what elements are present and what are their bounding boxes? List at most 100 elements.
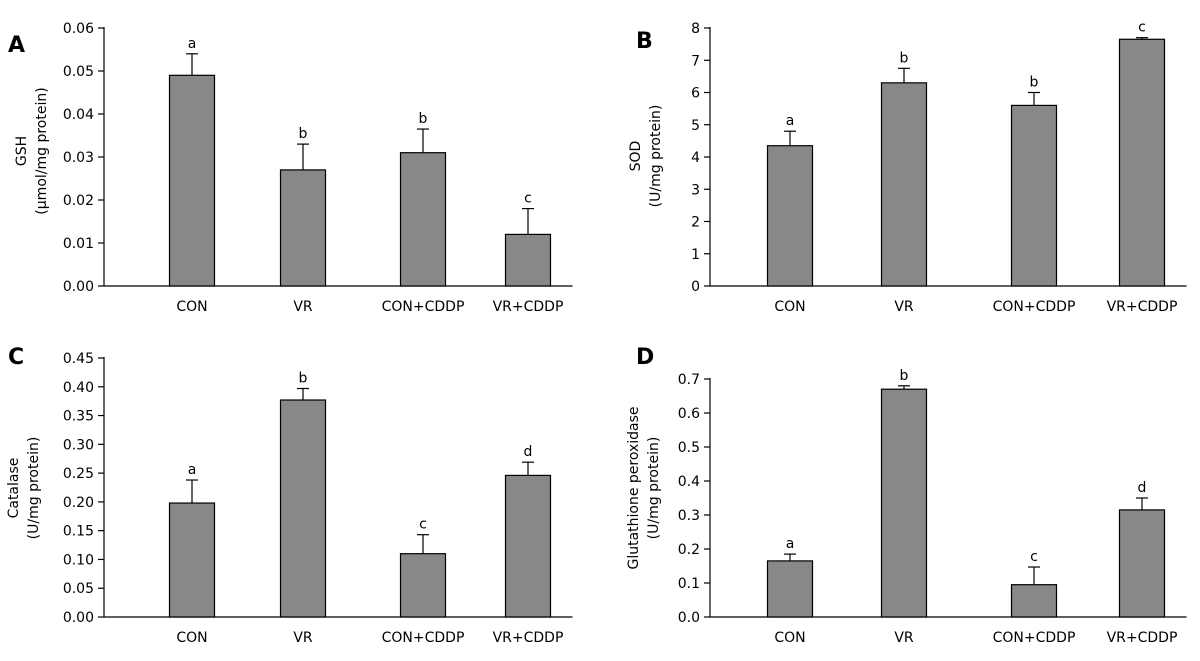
panel-letter-d: D: [636, 345, 654, 370]
y-tick-label: 0.25: [63, 466, 94, 482]
category-label: VR: [293, 299, 313, 315]
significance-label: d: [1138, 480, 1147, 496]
y-tick-label: 4: [691, 150, 700, 166]
error-bar: [186, 53, 198, 76]
category-label: VR+CDDP: [493, 299, 564, 315]
y-tick-label: 7: [691, 53, 700, 69]
y-tick-label: 0.45: [63, 351, 94, 367]
y-tick-label: 0.2: [678, 542, 700, 558]
y-tick-label: 0.00: [63, 279, 94, 295]
bar: [504, 233, 552, 287]
error-bar: [898, 385, 910, 390]
category-label: CON+CDDP: [382, 299, 465, 315]
bar: [1118, 509, 1166, 618]
error-bar: [1028, 91, 1040, 106]
bar: [880, 82, 928, 287]
panel-b: B SOD (U/mg protein) 0 1 2 3 4 5 6 7 8 a CON b VR b CO…: [628, 20, 1187, 315]
category-label: CON: [176, 299, 207, 315]
y-axis-unit-c: (U/mg protein): [26, 437, 42, 540]
error-bar: [522, 208, 534, 235]
category-label: CON+CDDP: [993, 630, 1076, 646]
bar: [168, 74, 216, 287]
y-tick-label: 0.20: [63, 495, 94, 511]
category-label: CON: [176, 630, 207, 646]
y-tick-label: 2: [691, 215, 700, 231]
error-bar: [297, 387, 309, 401]
y-tick-label: 0: [691, 279, 700, 295]
significance-label: d: [524, 444, 533, 460]
significance-label: c: [524, 191, 532, 207]
y-tick-label: 0.7: [678, 372, 700, 388]
y-axis-title-a: GSH: [14, 136, 30, 166]
y-tick-label: 0.05: [63, 64, 94, 80]
error-bar: [784, 130, 796, 146]
y-tick-label: 0.05: [63, 581, 94, 597]
error-bar: [784, 553, 796, 561]
y-tick-label: 0.04: [63, 107, 94, 123]
category-label: CON: [774, 630, 805, 646]
category-label: VR: [894, 299, 914, 315]
significance-label: c: [1138, 20, 1146, 36]
bar: [279, 399, 327, 618]
y-tick-label: 0.00: [63, 610, 94, 626]
y-tick-label: 8: [691, 21, 700, 37]
y-tick-label: 0.3: [678, 508, 700, 524]
y-tick-label: 0.0: [678, 610, 700, 626]
y-axis-unit-d: (U/mg protein): [646, 437, 662, 540]
y-tick-label: 0.15: [63, 524, 94, 540]
category-label: VR+CDDP: [1107, 299, 1178, 315]
y-tick-label: 0.35: [63, 409, 94, 425]
y-tick-label: 0.10: [63, 552, 94, 568]
bar: [399, 553, 447, 618]
category-label: VR: [894, 630, 914, 646]
error-bar: [898, 67, 910, 83]
panel-a: A GSH (µmol/mg protein) 0.00 0.01 0.02 0.03…: [8, 21, 573, 315]
category-label: CON+CDDP: [382, 630, 465, 646]
panel-c: C Catalase (U/mg protein) 0.00 0.05 0.10 0.…: [6, 345, 573, 646]
panel-letter-c: C: [8, 345, 24, 370]
category-label: CON: [774, 299, 805, 315]
y-axis-title-b: SOD: [628, 141, 644, 172]
category-label: VR+CDDP: [1107, 630, 1178, 646]
y-tick-label: 3: [691, 182, 700, 198]
y-tick-label: 0.4: [678, 474, 700, 490]
y-tick-label: 0.02: [63, 193, 94, 209]
category-label: VR: [293, 630, 313, 646]
panel-letter-b: B: [636, 29, 653, 54]
significance-label: a: [786, 536, 795, 552]
bar: [1010, 584, 1058, 618]
error-bar: [522, 461, 534, 476]
y-tick-label: 0.06: [63, 21, 94, 37]
y-tick-label: 0.5: [678, 440, 700, 456]
significance-label: c: [419, 517, 427, 533]
y-tick-label: 0.30: [63, 437, 94, 453]
significance-label: a: [188, 462, 197, 478]
y-axis-title-c: Catalase: [6, 458, 22, 519]
bar: [399, 152, 447, 287]
significance-label: a: [786, 113, 795, 129]
y-tick-label: 0.01: [63, 236, 94, 252]
y-axis-title-d: Glutathione peroxidase: [626, 406, 642, 569]
y-axis-unit-b: (U/mg protein): [648, 105, 664, 208]
significance-label: b: [419, 111, 428, 127]
error-bar: [297, 143, 309, 170]
panel-letter-a: A: [8, 33, 25, 58]
bar: [880, 388, 928, 618]
y-tick-label: 5: [691, 118, 700, 134]
significance-label: a: [188, 36, 197, 52]
panel-d: D Glutathione peroxidase (U/mg protein) …: [626, 345, 1187, 646]
error-bar: [1028, 566, 1040, 585]
category-label: CON+CDDP: [993, 299, 1076, 315]
error-bar: [417, 128, 429, 153]
y-axis-unit-a: (µmol/mg protein): [34, 87, 50, 214]
y-tick-label: 6: [691, 86, 700, 102]
error-bar: [186, 479, 198, 504]
bar: [279, 169, 327, 287]
bar: [766, 145, 814, 287]
bar: [168, 502, 216, 618]
bar: [1118, 38, 1166, 287]
significance-label: b: [299, 126, 308, 142]
y-tick-label: 0.03: [63, 150, 94, 166]
significance-label: b: [900, 50, 909, 66]
significance-label: b: [1030, 75, 1039, 91]
